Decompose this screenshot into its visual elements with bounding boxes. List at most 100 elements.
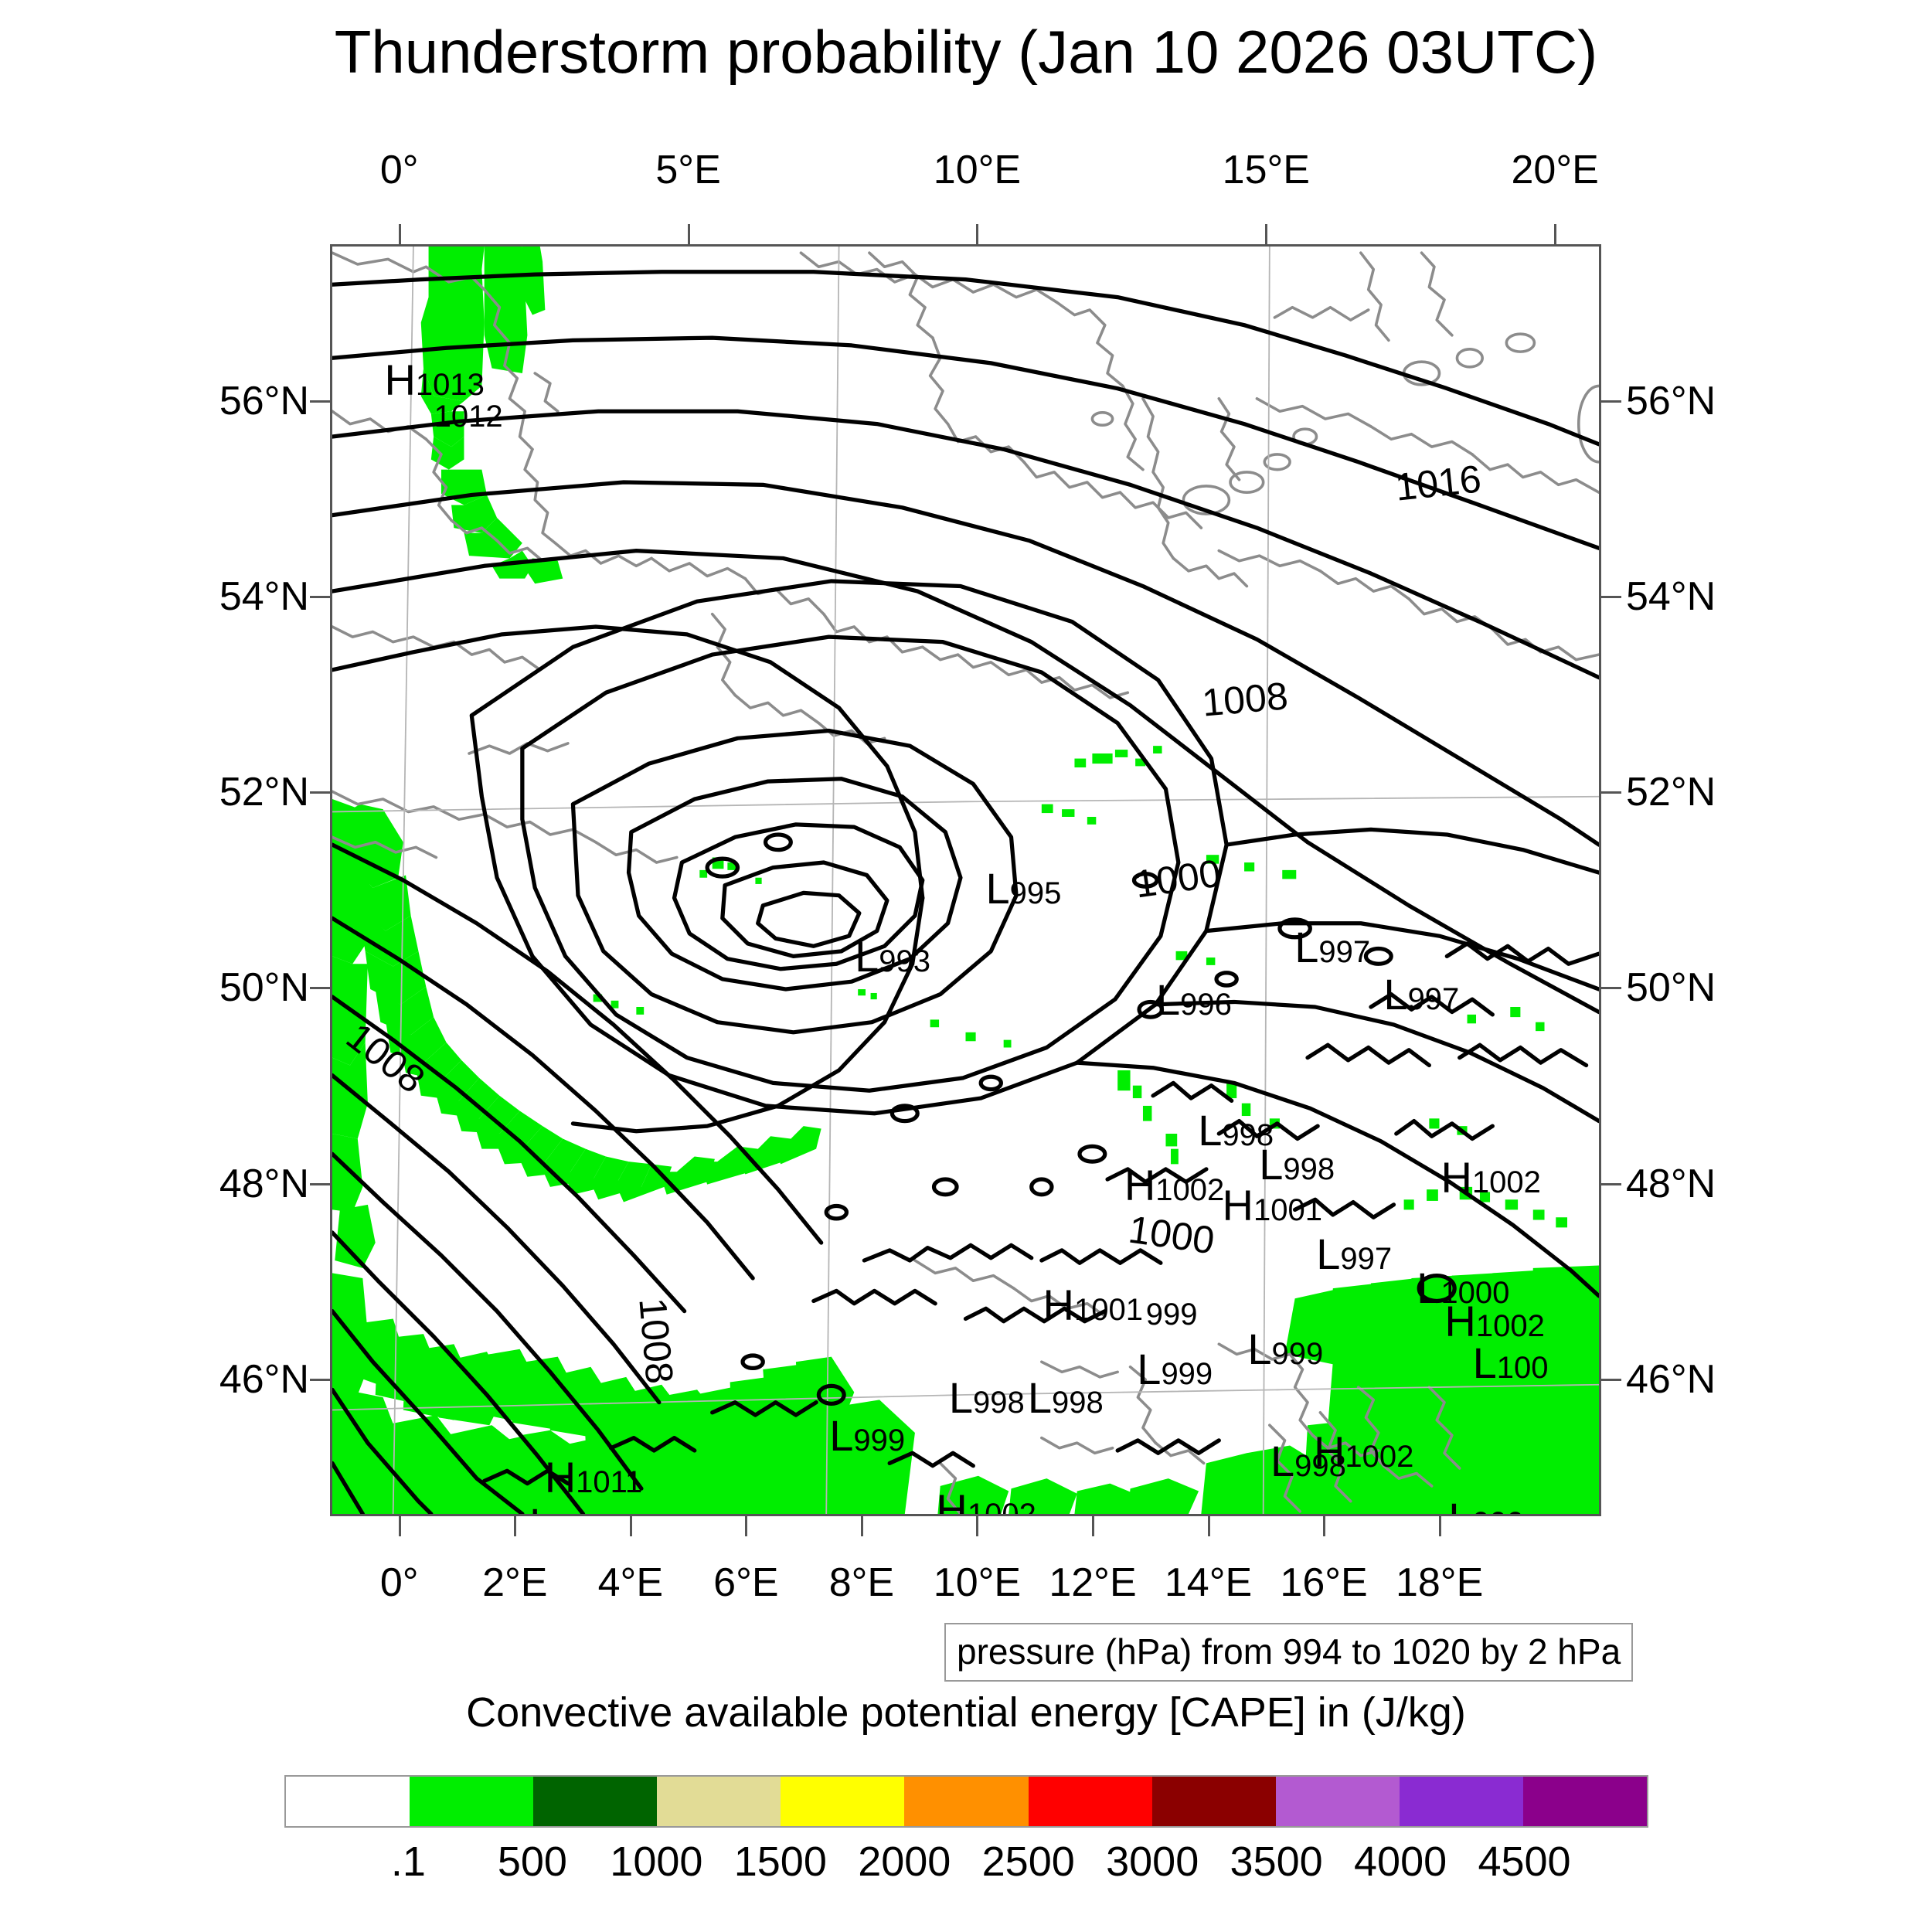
right-lat-tick-4: 48°N bbox=[1626, 1161, 1716, 1206]
colorbar-label-5: 2500 bbox=[981, 1838, 1075, 1885]
colorbar-title: Convective available potential energy [C… bbox=[466, 1689, 1466, 1736]
top-lon-tick-2: 10°E bbox=[933, 148, 1022, 192]
colorbar-cell-7[interactable] bbox=[1151, 1777, 1276, 1826]
pressure-value: 999 bbox=[1472, 1506, 1524, 1514]
isobar-label-7: 1008 bbox=[631, 1295, 682, 1386]
low-pressure-label-27: L1010 bbox=[529, 1498, 622, 1514]
bottom-tickmark-4 bbox=[860, 1516, 863, 1536]
colorbar-cell-8[interactable] bbox=[1275, 1777, 1400, 1826]
high-pressure-label-8: H1002 bbox=[1124, 1160, 1224, 1210]
pressure-value: 998 bbox=[1294, 1449, 1346, 1483]
top-lon-tick-4: 20°E bbox=[1511, 148, 1599, 192]
colorbar-cell-10[interactable] bbox=[1522, 1777, 1648, 1826]
high-marker-glyph: H bbox=[1222, 1181, 1253, 1230]
colorbar-cell-5[interactable] bbox=[904, 1777, 1029, 1826]
pressure-value: 999 bbox=[853, 1423, 906, 1458]
colorbar-cell-9[interactable] bbox=[1399, 1777, 1523, 1826]
colorbar-cell-4[interactable] bbox=[781, 1777, 905, 1826]
pressure-value: 1002 bbox=[1345, 1440, 1414, 1475]
high-pressure-label-11: H1002 bbox=[1440, 1152, 1540, 1202]
bottom-lon-tick-5: 10°E bbox=[933, 1560, 1022, 1605]
colorbar-cell-0[interactable] bbox=[286, 1777, 410, 1826]
high-pressure-label-0: H1013 bbox=[384, 355, 484, 405]
colorbar-label-9: 4500 bbox=[1478, 1838, 1571, 1885]
top-lon-tick-3: 15°E bbox=[1222, 148, 1310, 192]
bottom-tickmark-6 bbox=[1092, 1516, 1094, 1536]
colorbar-cell-6[interactable] bbox=[1028, 1777, 1152, 1826]
pressure-value: 997 bbox=[1318, 935, 1371, 970]
low-pressure-label-13: L1000 bbox=[1417, 1263, 1509, 1313]
isobar-label-0: 1016 bbox=[1393, 457, 1484, 509]
isobar-label-1: 1008 bbox=[1200, 674, 1290, 725]
left-tickmark-4 bbox=[310, 1182, 330, 1185]
colorbar-cell-2[interactable] bbox=[533, 1777, 658, 1826]
high-pressure-label-25: H1002 bbox=[936, 1485, 1036, 1516]
colorbar-cell-3[interactable] bbox=[657, 1777, 781, 1826]
low-pressure-label-23: L998 bbox=[1270, 1436, 1346, 1486]
pressure-note: pressure (hPa) from 994 to 1020 by 2 hPa bbox=[944, 1623, 1634, 1682]
high-marker-glyph: H bbox=[936, 1485, 968, 1516]
right-tickmark-1 bbox=[1601, 595, 1621, 598]
bottom-tickmark-7 bbox=[1207, 1516, 1210, 1536]
pressure-value: 1010 bbox=[553, 1512, 622, 1514]
low-pressure-label-19: L100 bbox=[1473, 1338, 1549, 1388]
colorbar-cell-1[interactable] bbox=[410, 1777, 534, 1826]
low-marker-glyph: L bbox=[1316, 1229, 1341, 1278]
top-tickmark-3 bbox=[1265, 224, 1268, 244]
bottom-lon-tick-6: 12°E bbox=[1049, 1560, 1137, 1605]
colorbar-label-8: 4000 bbox=[1354, 1838, 1447, 1885]
pressure-value: 998 bbox=[1051, 1385, 1104, 1420]
low-marker-glyph: L bbox=[1137, 1345, 1162, 1394]
top-tickmark-0 bbox=[398, 224, 401, 244]
low-marker-glyph: L bbox=[855, 931, 879, 981]
low-pressure-label-12: L997 bbox=[1316, 1229, 1392, 1279]
low-pressure-label-20: L999 bbox=[829, 1410, 905, 1461]
top-tickmark-2 bbox=[976, 224, 979, 244]
low-marker-glyph: L bbox=[1270, 1437, 1295, 1485]
right-tickmark-5 bbox=[1601, 1378, 1621, 1381]
colorbar-label-7: 3500 bbox=[1230, 1838, 1323, 1885]
high-marker-glyph: H bbox=[1444, 1296, 1476, 1345]
high-marker-glyph: H bbox=[1043, 1280, 1074, 1329]
low-marker-glyph: L bbox=[829, 1411, 854, 1461]
pressure-value: 996 bbox=[1180, 987, 1232, 1022]
low-marker-glyph: L bbox=[985, 864, 1010, 913]
colorbar-label-0: .1 bbox=[390, 1838, 426, 1885]
pressure-value: 999 bbox=[1271, 1337, 1324, 1372]
pressure-value: 1001 bbox=[1074, 1292, 1143, 1327]
pressure-value: 997 bbox=[1340, 1241, 1393, 1276]
low-marker-glyph: L bbox=[1027, 1372, 1052, 1422]
low-pressure-label-4: L996 bbox=[1156, 975, 1232, 1025]
low-pressure-label-3: L995 bbox=[986, 863, 1062, 913]
bottom-lon-tick-9: 18°E bbox=[1395, 1560, 1484, 1605]
graticule-layer bbox=[332, 247, 1599, 1514]
pressure-value: 1002 bbox=[1471, 1165, 1541, 1199]
left-tickmark-0 bbox=[310, 400, 330, 403]
bottom-tickmark-3 bbox=[745, 1516, 748, 1536]
pressure-value: 1013 bbox=[415, 367, 485, 402]
low-marker-glyph: L bbox=[1247, 1325, 1272, 1374]
low-marker-glyph: L bbox=[948, 1372, 973, 1422]
left-tickmark-1 bbox=[310, 595, 330, 598]
high-pressure-label-15: H1001 bbox=[1043, 1280, 1143, 1330]
right-tickmark-0 bbox=[1601, 400, 1621, 403]
colorbar[interactable] bbox=[284, 1775, 1648, 1828]
pressure-value: 1002 bbox=[967, 1497, 1036, 1516]
right-lat-tick-5: 46°N bbox=[1626, 1356, 1716, 1402]
bottom-lon-tick-0: 0° bbox=[379, 1560, 419, 1605]
bottom-tickmark-8 bbox=[1323, 1516, 1326, 1536]
low-marker-glyph: L bbox=[1259, 1140, 1284, 1189]
bottom-lon-tick-4: 8°E bbox=[828, 1560, 895, 1605]
pressure-value: 993 bbox=[879, 944, 930, 978]
right-tickmark-3 bbox=[1601, 987, 1621, 990]
colorbar-tick-labels: .1 500 1000 1500 2000 2500 3000 3500 4000 4500 bbox=[284, 1838, 1648, 1892]
colorbar-label-2: 1000 bbox=[610, 1838, 703, 1885]
left-tickmark-5 bbox=[310, 1378, 330, 1381]
low-marker-glyph: L bbox=[1198, 1106, 1223, 1155]
bottom-lon-tick-1: 2°E bbox=[482, 1560, 548, 1605]
bottom-lon-tick-2: 4°E bbox=[597, 1560, 664, 1605]
low-marker-glyph: L bbox=[1417, 1264, 1441, 1313]
left-lat-tick-1: 54°N bbox=[219, 573, 309, 619]
colorbar-label-4: 2000 bbox=[858, 1838, 951, 1885]
low-marker-glyph: L bbox=[1448, 1494, 1472, 1514]
